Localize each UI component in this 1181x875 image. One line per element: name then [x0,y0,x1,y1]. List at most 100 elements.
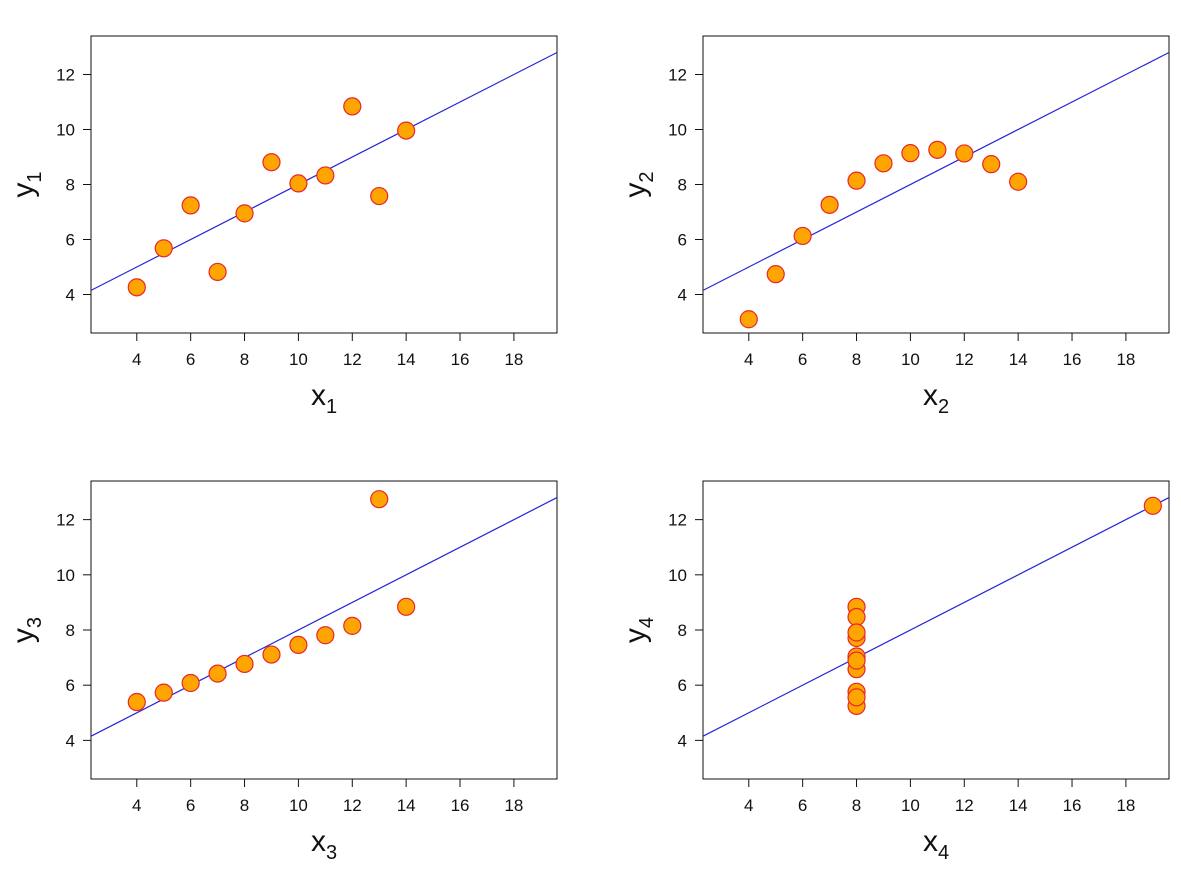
data-point [262,645,281,664]
data-point [397,121,416,140]
data-point [847,651,866,670]
x-tick-label: 6 [798,796,807,815]
data-point [982,155,1001,174]
x-tick-label: 8 [240,350,249,369]
data-point [874,154,893,173]
data-point [955,144,974,163]
data-point [154,239,173,258]
x-axis-title: x4 [923,825,949,864]
y-axis-title: y4 [619,617,658,643]
x-tick-label: 14 [1009,796,1028,815]
data-point [847,623,866,642]
x-tick-label: 6 [186,796,195,815]
x-tick-label: 4 [744,350,753,369]
data-point [127,278,146,297]
data-point [289,635,308,655]
x-tick-label: 6 [798,350,807,369]
x-tick-label: 18 [504,350,523,369]
x-tick-label: 18 [1116,350,1135,369]
y-tick-label: 8 [678,621,687,640]
y-tick-label: 10 [56,121,75,140]
x-tick-label: 12 [955,796,974,815]
y-tick-label: 6 [678,676,687,695]
data-point [901,144,920,163]
scatter-panel-1: 4 6 8 10 12 14 16 18 4 6 8 10 12 x1 y1 [7,35,558,418]
x-tick-label: 18 [1116,796,1135,815]
x-tick-label: 4 [132,350,141,369]
data-point [1143,496,1162,515]
x-tick-label: 14 [1009,350,1028,369]
x-tick-label: 16 [451,350,470,369]
data-point [370,490,389,509]
x-tick-label: 12 [343,350,362,369]
data-point [793,226,812,246]
y-tick-label: 8 [678,176,687,195]
y-tick-label: 12 [56,66,75,85]
y-axis-title: y1 [7,171,46,197]
x-tick-label: 16 [1063,350,1082,369]
x-tick-label: 4 [132,796,141,815]
data-point [1009,172,1028,191]
data-point [208,262,227,282]
regression-line [703,497,1169,737]
y-tick-label: 6 [66,676,75,695]
x-tick-label: 16 [451,796,470,815]
data-point [154,683,173,702]
y-tick-label: 10 [668,566,687,585]
x-tick-label: 10 [289,796,308,815]
x-tick-label: 8 [852,796,861,815]
x-tick-label: 14 [397,796,416,815]
y-tick-label: 12 [56,511,75,530]
y-tick-label: 4 [678,731,687,750]
plot-frame [90,35,558,334]
data-point [208,664,227,683]
x-tick-label: 12 [955,350,974,369]
plot-frame [702,480,1170,780]
data-point [289,174,308,193]
x-axis-title: x1 [311,379,337,418]
x-tick-label: 8 [240,796,249,815]
y-tick-label: 6 [66,231,75,250]
data-point [766,265,785,284]
y-tick-label: 8 [66,621,75,640]
plot-frame [702,35,1170,334]
y-tick-label: 12 [668,511,687,530]
data-point [820,195,839,214]
x-tick-label: 8 [852,350,861,369]
x-tick-label: 4 [744,796,753,815]
x-axis-title: x2 [923,379,949,418]
data-point [370,186,389,206]
data-point [343,616,362,635]
data-point [181,673,200,693]
data-point [316,166,335,185]
y-tick-label: 8 [66,176,75,195]
data-point [235,204,254,223]
y-tick-label: 4 [66,731,75,750]
y-tick-label: 4 [678,286,687,305]
data-point [847,171,866,190]
y-tick-label: 4 [66,286,75,305]
data-point [928,140,947,159]
scatter-panel-2: 4 6 8 10 12 14 16 18 4 6 8 10 12 x2 y2 [619,35,1170,418]
x-tick-label: 10 [289,350,308,369]
y-tick-label: 12 [668,66,687,85]
x-tick-label: 14 [397,350,416,369]
y-tick-label: 6 [678,231,687,250]
x-axis-title: x3 [311,825,337,864]
data-point [847,688,866,707]
data-point [127,692,146,712]
data-point [739,310,758,329]
x-tick-label: 10 [901,796,920,815]
x-tick-label: 10 [901,350,920,369]
data-point [316,626,335,645]
data-point [181,196,200,215]
data-point [397,597,416,616]
x-tick-label: 6 [186,350,195,369]
data-point [847,607,866,627]
scatter-panel-3: 4 6 8 10 12 14 16 18 4 6 8 10 12 x3 y3 [7,480,558,864]
x-tick-label: 12 [343,796,362,815]
x-tick-label: 18 [504,796,523,815]
x-tick-label: 16 [1063,796,1082,815]
regression-line [703,51,1169,291]
